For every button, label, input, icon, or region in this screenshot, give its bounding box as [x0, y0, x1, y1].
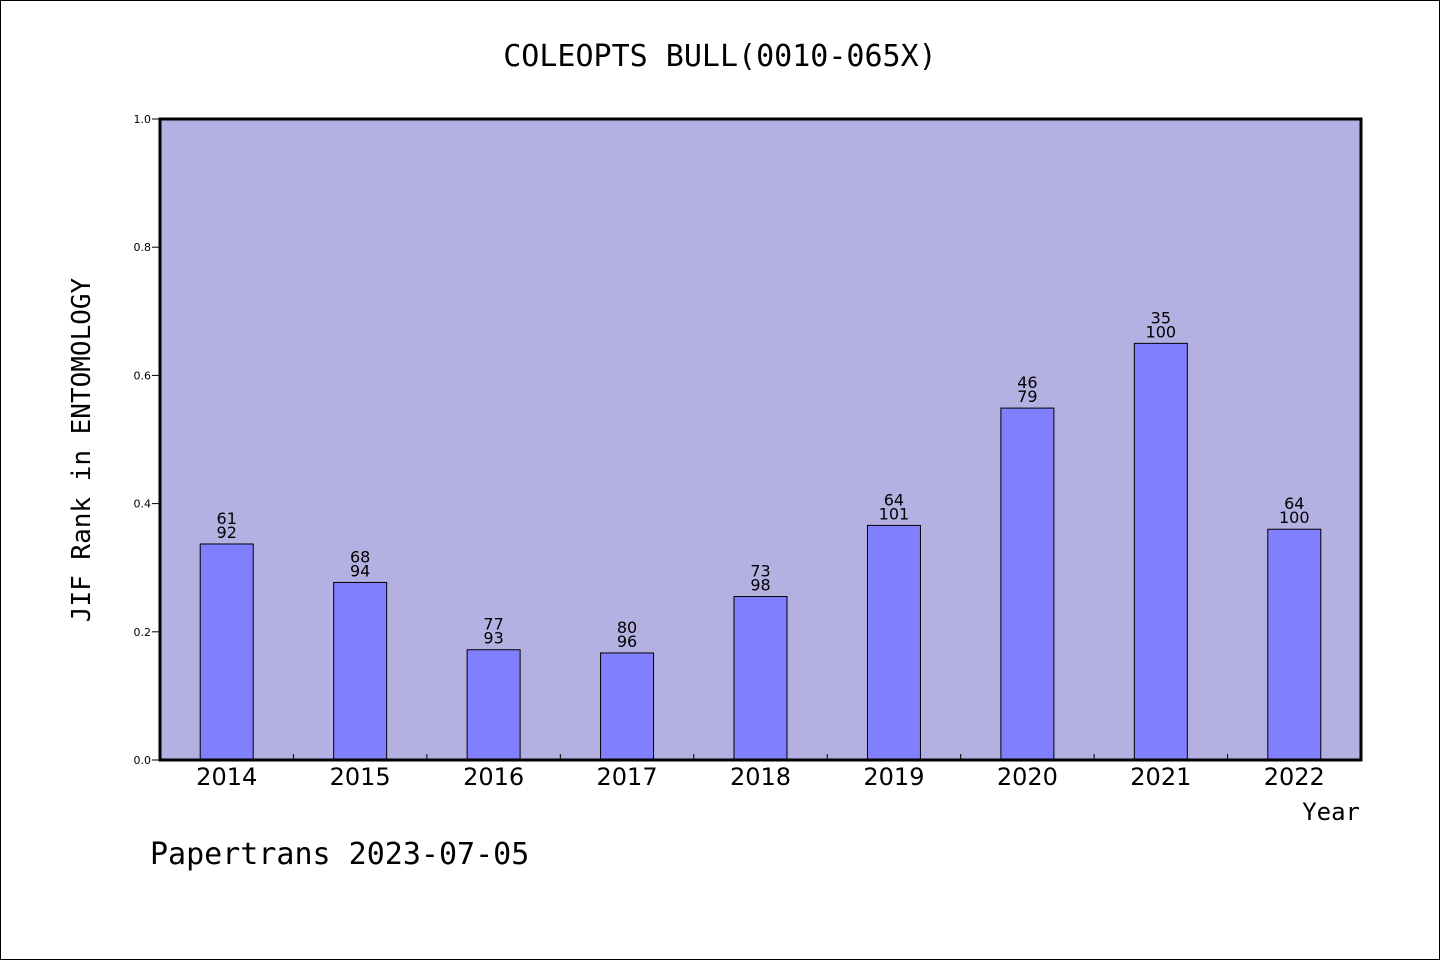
bars-group [199, 342, 1322, 761]
total-label-2017: 96 [617, 632, 637, 651]
rank-label-2020: 46 [1017, 373, 1037, 392]
x-ticks-group: 2014 2015 2016 2017 2018 2019 2020 2021 2022 [196, 754, 1325, 791]
x-tick-label-2016: 2016 [463, 763, 524, 791]
x-tick-label-2020: 2020 [997, 763, 1058, 791]
y-tick-label-0.6: 0.6 [134, 369, 152, 382]
x-tick-label-2014: 2014 [196, 763, 257, 791]
bar-2014 [199, 543, 254, 761]
bar-2015 [333, 581, 388, 761]
y-tick-label-0.0: 0.0 [134, 754, 152, 767]
total-label-2014: 92 [217, 523, 237, 542]
rank-label-2017: 80 [617, 618, 637, 637]
y-tick-label-1.0: 1.0 [134, 113, 152, 126]
y-tick-label-0.4: 0.4 [134, 498, 152, 511]
rank-label-2021: 35 [1151, 308, 1171, 327]
x-axis-label: Year [1302, 798, 1360, 826]
bar-2022 [1267, 528, 1322, 761]
total-label-2021: 100 [1146, 322, 1177, 341]
total-label-2020: 79 [1017, 387, 1037, 406]
bar-2018 [733, 596, 788, 761]
total-label-2018: 98 [750, 576, 770, 595]
bar-2021 [1133, 342, 1188, 761]
x-tick-label-2019: 2019 [863, 763, 924, 791]
total-label-2019: 101 [879, 504, 910, 523]
x-tick-label-2017: 2017 [597, 763, 658, 791]
y-ticks-group: 0.0 0.2 0.4 0.6 0.8 1.0 [134, 113, 160, 767]
bar-2019 [866, 524, 921, 761]
rank-label-2015: 68 [350, 547, 370, 566]
x-tick-label-2022: 2022 [1264, 763, 1325, 791]
rank-label-2014: 61 [217, 509, 237, 528]
rank-label-2022: 64 [1284, 494, 1304, 513]
total-label-2016: 93 [483, 629, 503, 648]
y-tick-label-0.8: 0.8 [134, 241, 152, 254]
plot-border [158, 117, 1363, 762]
y-axis-label: JIF Rank in ENTOMOLOGY [67, 277, 97, 622]
x-tick-label-2021: 2021 [1130, 763, 1191, 791]
footer-text: Papertrans 2023-07-05 [150, 837, 529, 872]
bar-2016 [466, 649, 521, 761]
x-tick-label-2015: 2015 [330, 763, 391, 791]
rank-label-2018: 73 [750, 562, 770, 581]
rank-label-2016: 77 [483, 615, 503, 634]
total-label-2015: 94 [350, 561, 370, 580]
y-tick-label-0.2: 0.2 [134, 626, 152, 639]
x-tick-label-2018: 2018 [730, 763, 791, 791]
rank-label-2019: 64 [884, 490, 904, 509]
bar-2020 [1000, 407, 1055, 761]
chart-title: COLEOPTS BULL(0010-065X) [503, 39, 936, 74]
total-label-2022: 100 [1279, 508, 1310, 527]
bar-2017 [600, 652, 655, 761]
